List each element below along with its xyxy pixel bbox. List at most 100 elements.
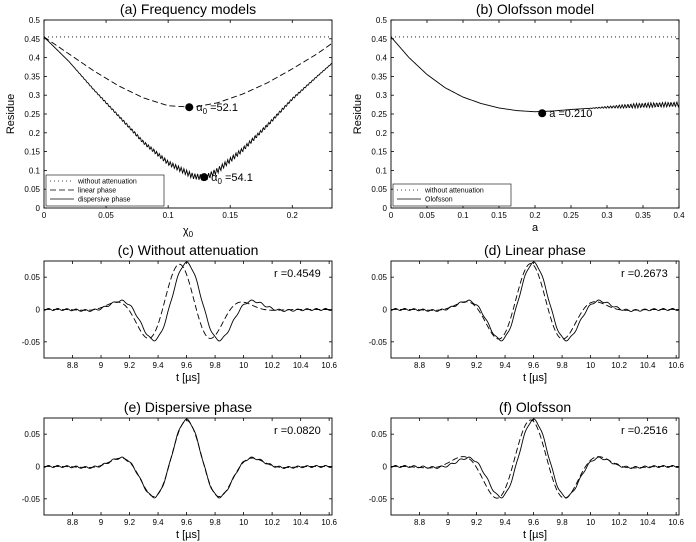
x-tick-label: 0 (389, 211, 394, 220)
legend-label: dispersive phase (78, 197, 131, 204)
y-axis-label: Residue (352, 94, 364, 134)
plot-frame (43, 260, 333, 359)
x-tick-label: 9 (446, 361, 451, 370)
x-axis-label: t [µs] (523, 529, 547, 541)
chart-title: (b) Olofsson model (476, 1, 594, 17)
series-line (44, 36, 332, 108)
y-tick-label: 0.15 (371, 148, 387, 157)
chart-title: (f) Olofsson (499, 399, 571, 415)
y-tick-label: 0 (383, 306, 388, 315)
x-tick-label: 9.2 (124, 361, 136, 370)
x-tick-label: 0.1 (457, 211, 469, 220)
x-tick-label: 9.8 (210, 518, 222, 527)
y-tick-label: 0.45 (24, 35, 40, 44)
x-tick-label: 0.25 (563, 211, 579, 220)
y-tick-label: -0.05 (369, 338, 388, 347)
x-tick-label: 9.2 (471, 518, 483, 527)
y-tick-label: 0.35 (24, 72, 40, 81)
model-signal-line (391, 263, 679, 340)
x-tick-label: 10.4 (640, 361, 656, 370)
y-tick-label: 0.05 (371, 273, 387, 282)
x-tick-label: 0.4 (673, 211, 685, 220)
x-tick-label: 10.4 (293, 361, 309, 370)
x-tick-label: 9.6 (181, 518, 193, 527)
x-tick-label: 9.8 (557, 518, 569, 527)
model-signal-line (44, 420, 332, 498)
x-tick-label: 0.2 (287, 211, 299, 220)
x-axis-label: t [µs] (176, 529, 200, 541)
y-tick-label: 0.25 (371, 110, 387, 119)
x-tick-label: 9.2 (124, 518, 136, 527)
x-axis-label: t [µs] (523, 372, 547, 384)
correlation-annotation: r =0.4549 (274, 268, 321, 280)
y-tick-label: 0 (36, 463, 41, 472)
x-tick-label: 10 (239, 361, 248, 370)
x-tick-label: 9.4 (152, 361, 164, 370)
x-tick-label: 0.15 (491, 211, 507, 220)
y-tick-label: 0.05 (24, 430, 40, 439)
x-tick-label: 10.4 (640, 518, 656, 527)
x-tick-label: 0.2 (529, 211, 541, 220)
x-tick-label: 9.6 (528, 361, 540, 370)
correlation-annotation: r =0.0820 (274, 425, 321, 437)
x-tick-label: 10.2 (264, 518, 280, 527)
y-tick-label: -0.05 (22, 338, 41, 347)
x-tick-label: 9.6 (181, 361, 193, 370)
measured-signal-line (391, 418, 679, 499)
y-tick-label: 0.05 (24, 273, 40, 282)
x-tick-label: 10 (586, 361, 595, 370)
legend-label: linear phase (78, 188, 116, 195)
x-tick-label: 0.05 (419, 211, 435, 220)
minimum-marker (185, 103, 194, 112)
correlation-annotation: r =0.2673 (621, 268, 668, 280)
x-tick-label: 10.6 (321, 361, 337, 370)
chart-b: (b) Olofsson model 0 0.05 0.1 0.15 0.2 0.25 0.3… (352, 1, 685, 234)
x-tick-label: 8.8 (414, 361, 426, 370)
y-tick-label: 0.05 (371, 185, 387, 194)
chart-e: (e) Dispersive phase 8.8 9 9.2 9.4 9.6 9.8 10 10… (22, 399, 338, 541)
y-tick-label: 0.5 (29, 16, 41, 25)
series-line (391, 36, 679, 113)
y-tick-label: 0.1 (29, 166, 41, 175)
y-tick-label: 0.15 (24, 148, 40, 157)
x-tick-label: 0.3 (601, 211, 613, 220)
x-tick-label: 0.1 (163, 211, 175, 220)
y-tick-label: 0.5 (376, 16, 388, 25)
plot-area (391, 261, 679, 342)
plot-frame (390, 260, 680, 359)
plot-area (391, 36, 679, 113)
x-tick-label: 10.6 (668, 361, 684, 370)
x-tick-label: 10.4 (293, 518, 309, 527)
plot-frame (43, 417, 333, 516)
y-axis-label: Residue (5, 94, 17, 134)
x-tick-label: 9.2 (471, 361, 483, 370)
x-tick-label: 9 (99, 518, 104, 527)
y-tick-label: -0.05 (369, 495, 388, 504)
plot-area (44, 261, 332, 342)
plot-area (44, 418, 332, 499)
x-tick-label: 9.4 (152, 518, 164, 527)
x-tick-label: 10 (586, 518, 595, 527)
y-tick-label: 0.3 (29, 91, 41, 100)
y-tick-label: 0 (383, 463, 388, 472)
marker-label: α0 =52.1 (196, 102, 238, 116)
y-tick-label: 0 (36, 204, 41, 213)
y-tick-label: 0.25 (24, 110, 40, 119)
chart-f: (f) Olofsson 8.8 9 9.2 9.4 9.6 9.8 10 10.2 10.4 10… (369, 399, 685, 541)
plot-area (391, 418, 679, 499)
y-tick-label: 0.1 (376, 166, 388, 175)
x-tick-label: 9.6 (528, 518, 540, 527)
x-tick-label: 0.35 (635, 211, 651, 220)
marker-label: α0 =54.1 (211, 172, 253, 186)
y-tick-label: 0.05 (24, 185, 40, 194)
x-tick-label: 10.6 (321, 518, 337, 527)
chart-title: (e) Dispersive phase (124, 399, 253, 415)
measured-signal-line (391, 261, 679, 342)
plot-frame (390, 417, 680, 516)
chart-d: (d) Linear phase 8.8 9 9.2 9.4 9.6 9.8 10 10.2 10… (369, 242, 685, 384)
series-line (44, 36, 332, 181)
chart-title: (c) Without attenuation (118, 242, 259, 258)
minimum-marker (200, 173, 209, 182)
chart-c: (c) Without attenuation 8.8 9 9.2 9.4 9.6 9.8 1… (22, 242, 338, 384)
